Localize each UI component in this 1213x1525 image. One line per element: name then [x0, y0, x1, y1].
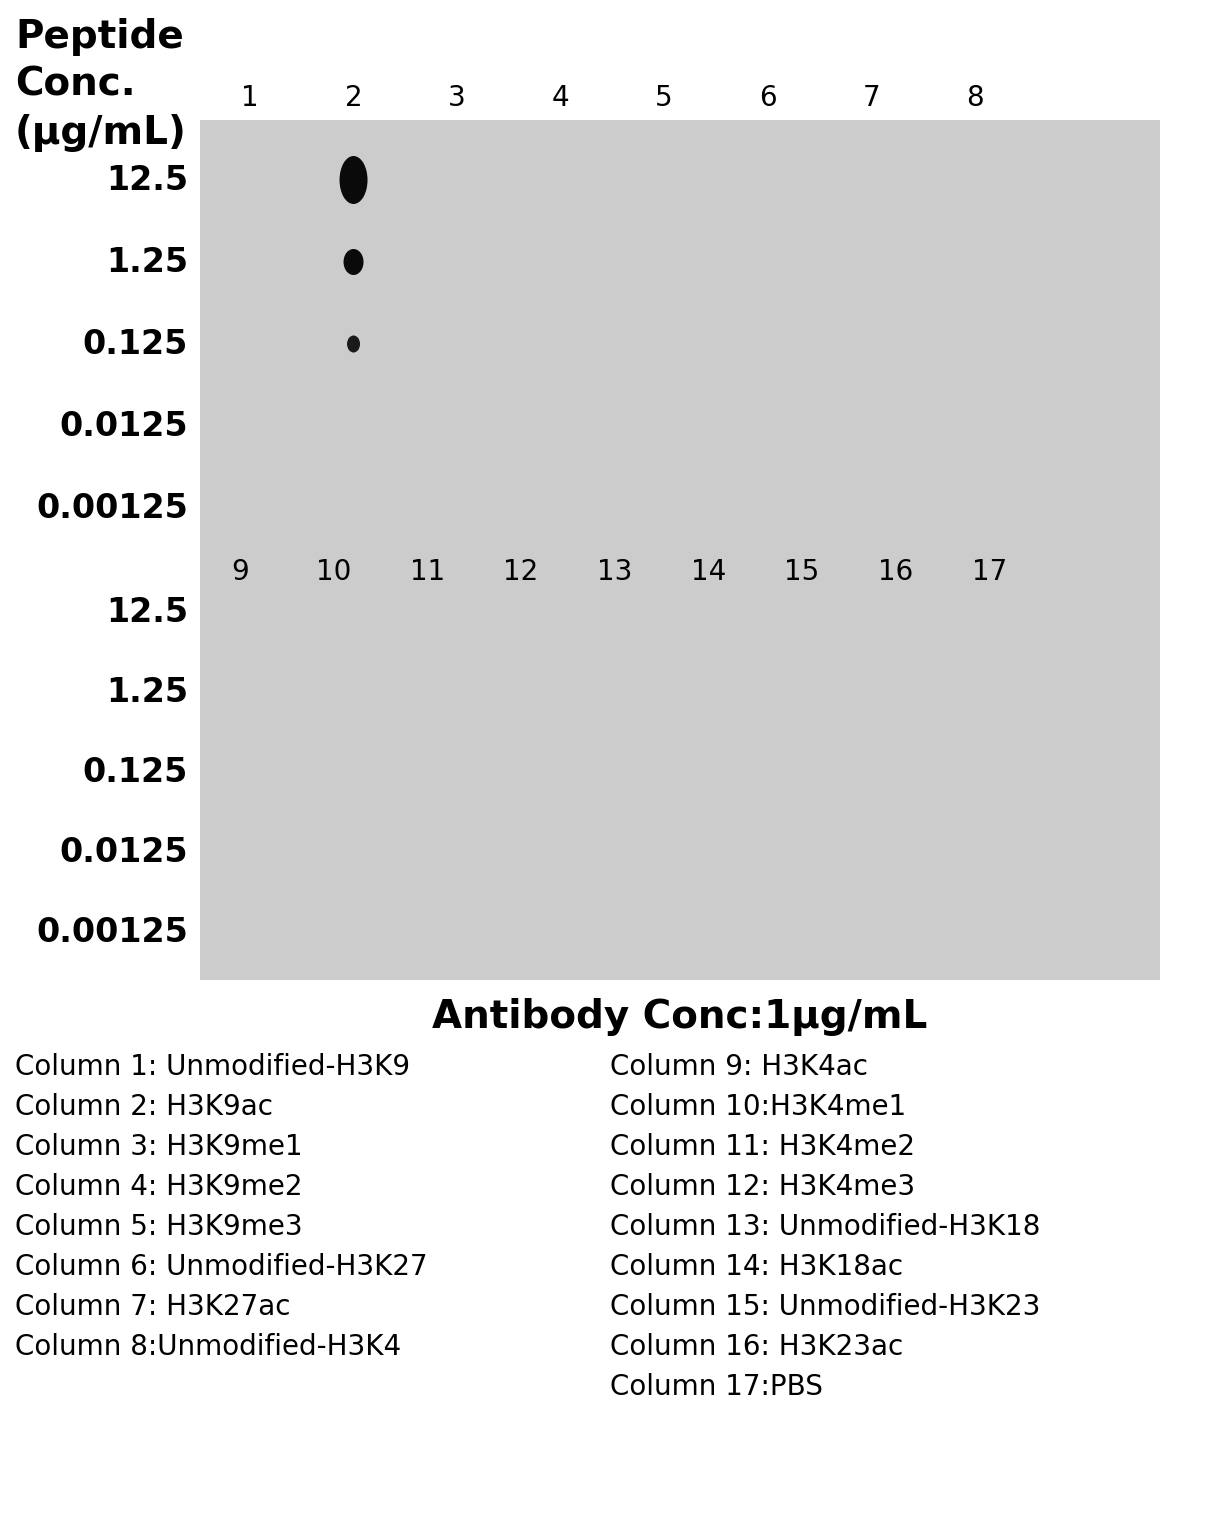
Text: 0.125: 0.125: [82, 756, 188, 790]
Text: 14: 14: [690, 558, 727, 586]
Text: 13: 13: [597, 558, 632, 586]
Text: 0.0125: 0.0125: [59, 837, 188, 869]
Text: Column 9: H3K4ac: Column 9: H3K4ac: [610, 1052, 869, 1081]
Text: Antibody Conc:1μg/mL: Antibody Conc:1μg/mL: [432, 997, 928, 1035]
Text: Peptide: Peptide: [15, 18, 183, 56]
Text: Column 6: Unmodified-H3K27: Column 6: Unmodified-H3K27: [15, 1254, 428, 1281]
Text: 12.5: 12.5: [106, 163, 188, 197]
Ellipse shape: [347, 336, 360, 352]
Text: Column 17:PBS: Column 17:PBS: [610, 1372, 822, 1401]
Text: 2: 2: [344, 84, 363, 111]
Text: Column 11: H3K4me2: Column 11: H3K4me2: [610, 1133, 915, 1161]
Text: Column 1: Unmodified-H3K9: Column 1: Unmodified-H3K9: [15, 1052, 410, 1081]
Text: Column 5: H3K9me3: Column 5: H3K9me3: [15, 1212, 302, 1241]
Text: Column 14: H3K18ac: Column 14: H3K18ac: [610, 1254, 904, 1281]
Text: Column 12: H3K4me3: Column 12: H3K4me3: [610, 1173, 915, 1202]
Text: 10: 10: [317, 558, 352, 586]
Text: 0.00125: 0.00125: [36, 917, 188, 950]
Text: Column 16: H3K23ac: Column 16: H3K23ac: [610, 1333, 904, 1360]
Text: 6: 6: [759, 84, 776, 111]
Text: Column 15: Unmodified-H3K23: Column 15: Unmodified-H3K23: [610, 1293, 1041, 1321]
Text: 11: 11: [410, 558, 445, 586]
Text: 9: 9: [232, 558, 249, 586]
Text: 12: 12: [503, 558, 539, 586]
Text: 5: 5: [655, 84, 673, 111]
Text: Column 8:Unmodified-H3K4: Column 8:Unmodified-H3K4: [15, 1333, 402, 1360]
Text: Column 3: H3K9me1: Column 3: H3K9me1: [15, 1133, 302, 1161]
Text: Column 2: H3K9ac: Column 2: H3K9ac: [15, 1093, 273, 1121]
Text: 1: 1: [241, 84, 258, 111]
Text: Column 10:H3K4me1: Column 10:H3K4me1: [610, 1093, 906, 1121]
Ellipse shape: [340, 156, 368, 204]
Text: 12.5: 12.5: [106, 596, 188, 630]
Bar: [200, 120, 1160, 981]
Text: 15: 15: [785, 558, 820, 586]
Text: 17: 17: [972, 558, 1007, 586]
Ellipse shape: [343, 249, 364, 274]
Text: (μg/mL): (μg/mL): [15, 114, 187, 152]
Text: 8: 8: [966, 84, 984, 111]
Text: 1.25: 1.25: [106, 677, 188, 709]
Text: Conc.: Conc.: [15, 66, 136, 104]
Text: 0.00125: 0.00125: [36, 491, 188, 525]
Text: 7: 7: [862, 84, 879, 111]
Text: 0.125: 0.125: [82, 328, 188, 360]
Text: 4: 4: [552, 84, 569, 111]
Text: 1.25: 1.25: [106, 246, 188, 279]
Text: Column 13: Unmodified-H3K18: Column 13: Unmodified-H3K18: [610, 1212, 1041, 1241]
Text: Column 7: H3K27ac: Column 7: H3K27ac: [15, 1293, 290, 1321]
Text: 0.0125: 0.0125: [59, 410, 188, 442]
Text: Column 4: H3K9me2: Column 4: H3K9me2: [15, 1173, 302, 1202]
Text: 3: 3: [448, 84, 466, 111]
Text: 16: 16: [878, 558, 913, 586]
